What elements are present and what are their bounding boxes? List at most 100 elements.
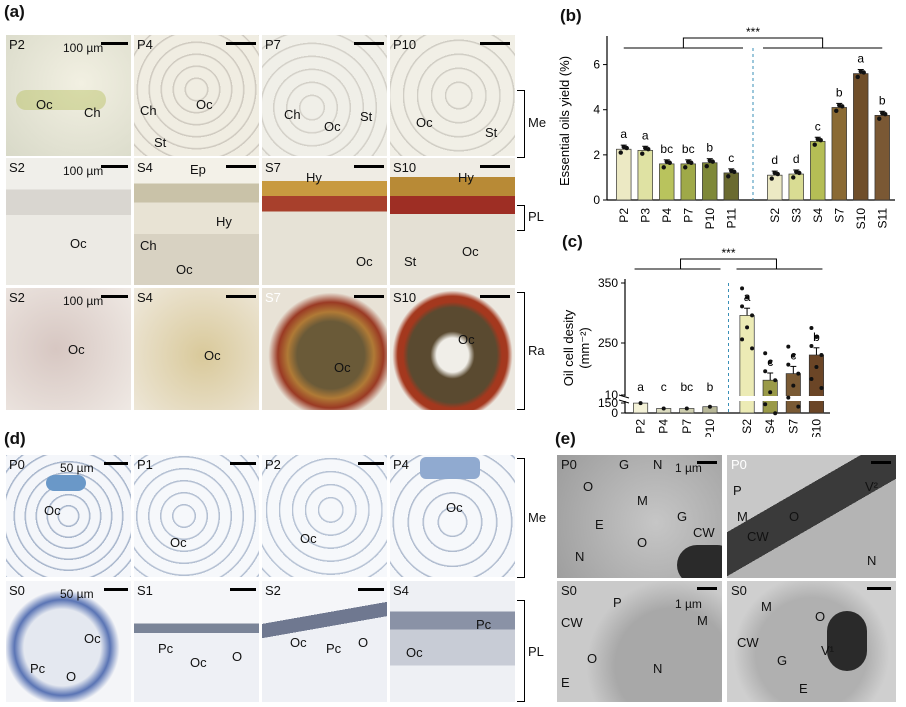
tile-id: S0 [731, 583, 747, 598]
bracket-me-a [517, 90, 525, 158]
label-oil-body: O [789, 509, 800, 524]
y-tick-label: 2 [593, 148, 600, 162]
scale-bar [104, 462, 128, 465]
data-point [689, 160, 694, 165]
bracket-label-pl-d: PL [528, 644, 544, 659]
tile-id: S0 [9, 583, 25, 598]
panel-label-a: (a) [4, 2, 25, 21]
data-point [786, 344, 791, 349]
label-oil-cell: Oc [70, 236, 87, 251]
data-point [797, 170, 802, 176]
significance-bracket [682, 37, 824, 48]
bar-break [738, 396, 756, 401]
scale-label: 50 µm [60, 461, 94, 475]
label-oil-body: O [66, 669, 77, 684]
micrograph-d-S4: S4 Pc Oc [390, 581, 515, 702]
bar-S10 [808, 354, 824, 414]
label-oil-cell: Oc [324, 119, 341, 134]
data-point [726, 174, 731, 179]
tile-id: S1 [137, 583, 153, 598]
tem-P0-left: P0 1 µm G N O M E O G CW N [557, 455, 722, 578]
scale-bar [226, 165, 256, 168]
x-tick-label: S10 [854, 208, 868, 230]
scale-label: 50 µm [60, 587, 94, 601]
label-plastid: Pc [158, 641, 174, 656]
label-plastid: Pc [30, 661, 46, 676]
tem-S0-left: S0 1 µm P M CW O E N [557, 581, 722, 702]
significance-letter: c [815, 119, 821, 133]
x-tick-label: P2 [634, 419, 648, 434]
scale-label: 100 µm [63, 164, 104, 178]
label-stoma: St [404, 254, 417, 269]
data-point [710, 159, 715, 164]
label-hypodermis: Hy [458, 170, 474, 185]
label-stoma: St [485, 125, 498, 140]
bracket-ra-a [517, 292, 525, 410]
x-tick-label: S7 [786, 419, 800, 434]
label-plastid: P [733, 483, 742, 498]
panel-label-b: (b) [560, 6, 582, 25]
bracket-label-me: Me [528, 115, 547, 130]
data-point [646, 147, 651, 152]
y-tick-label: 4 [593, 103, 600, 117]
x-tick-label: S2 [768, 208, 782, 223]
data-point [773, 378, 778, 383]
label-chloroplast: Ch [140, 103, 157, 118]
data-point [840, 104, 845, 109]
scale-bar [480, 295, 510, 298]
significance-stars: *** [746, 25, 760, 39]
scale-label: 100 µm [63, 294, 104, 308]
scale-bar [358, 462, 384, 465]
scale-bar [480, 165, 510, 168]
panel-label-d: (d) [4, 429, 26, 448]
data-point [732, 169, 737, 174]
scale-label: 100 µm [63, 41, 104, 55]
label-epidermis: Ep [190, 162, 206, 177]
significance-letter: bc [660, 142, 673, 156]
tile-id: S10 [393, 160, 417, 175]
data-point [640, 151, 645, 156]
micrograph-d-P1: P1 Oc [134, 455, 259, 577]
y-tick-label: 0 [593, 193, 600, 207]
label-vacuole: V¹ [821, 643, 834, 658]
tile-id: S2 [9, 290, 25, 305]
axis-break-mark [618, 394, 630, 399]
label-chloroplast: Ch [140, 238, 157, 253]
y-tick-label: 10 [605, 388, 619, 402]
data-point [883, 112, 888, 117]
data-point [667, 160, 672, 165]
data-point [745, 325, 750, 330]
label-cell-wall: CW [747, 529, 769, 544]
significance-letter: c [728, 151, 734, 165]
x-tick-label: S3 [789, 208, 803, 223]
bar-P10 [702, 162, 718, 201]
data-point [791, 175, 796, 180]
tile-id: S2 [9, 160, 25, 175]
micrograph-d-P0: P0 50 µm Oc [6, 455, 131, 577]
scale-bar [230, 462, 256, 465]
data-point [791, 383, 796, 388]
x-tick-label: S7 [832, 208, 846, 223]
bar-P2 [616, 148, 632, 201]
x-tick-label: P10 [703, 208, 717, 230]
significance-letter: b [813, 330, 820, 344]
bar-P11 [723, 172, 739, 201]
data-point [786, 395, 791, 400]
label-chloroplast: Ch [84, 105, 101, 120]
significance-letter: b [879, 93, 886, 107]
axis-break [619, 396, 830, 401]
tile-id: S2 [265, 583, 281, 598]
scale-bar [354, 165, 384, 168]
label-oil-body: O [358, 635, 369, 650]
tile-id: S0 [561, 583, 577, 598]
data-point [763, 369, 768, 374]
tile-id: S4 [137, 160, 153, 175]
tile-id: S4 [137, 290, 153, 305]
label-cell-wall: CW [693, 525, 715, 540]
data-point [768, 390, 773, 395]
significance-letter: a [620, 127, 627, 141]
scale-bar [226, 295, 256, 298]
label-oil-cell: Oc [36, 97, 53, 112]
micrograph-a-P10: P10 Oc St [390, 35, 515, 156]
